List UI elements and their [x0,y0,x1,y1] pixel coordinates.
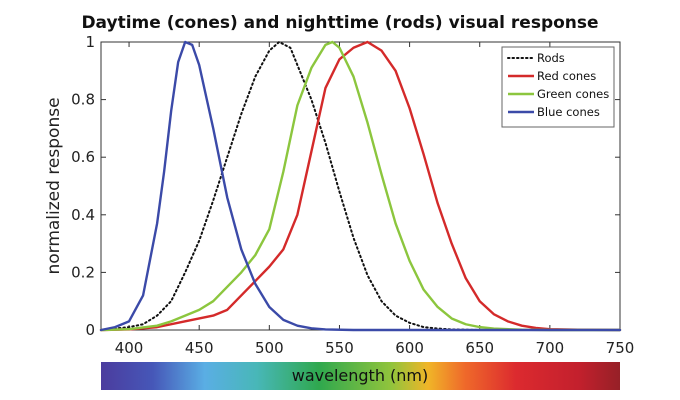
y-tick-label: 0 [85,321,95,339]
series-line-blue-cones [99,40,622,332]
x-tick-label: 650 [465,339,494,357]
series-line-red-cones [99,40,622,332]
x-tick-label: 500 [255,339,284,357]
legend-label: Red cones [537,69,596,83]
x-tick-label: 750 [606,339,635,357]
series-lines [99,40,622,332]
y-tick-label: 0.4 [71,206,95,224]
x-tick-label: 400 [115,339,144,357]
series-line-green-cones [99,40,622,332]
x-tick-label: 700 [536,339,565,357]
y-tick-label: 0.2 [71,263,95,281]
x-tick-label: 450 [185,339,214,357]
x-axis-label: wavelength (nm) [292,366,429,385]
y-tick-label: 1 [85,33,95,51]
legend-label: Rods [537,51,565,65]
legend-label: Green cones [537,87,609,101]
axis-ticks: 400 450 500 550 600 650 700 750 0 0.2 0.4 0.6 0.8 1 [71,33,634,357]
spectrum-bar [101,362,620,390]
legend-box [501,46,615,128]
chart-title: Daytime (cones) and nighttime (rods) vis… [81,13,598,33]
legend-label: Blue cones [537,105,600,119]
x-tick-label: 600 [395,339,424,357]
y-axis-label: normalized response [44,97,64,274]
x-tick-label: 550 [325,339,354,357]
y-tick-label: 0.6 [71,148,95,166]
y-tick-label: 0.8 [71,91,95,109]
legend: Rods Red cones Green cones Blue cones [501,46,615,128]
